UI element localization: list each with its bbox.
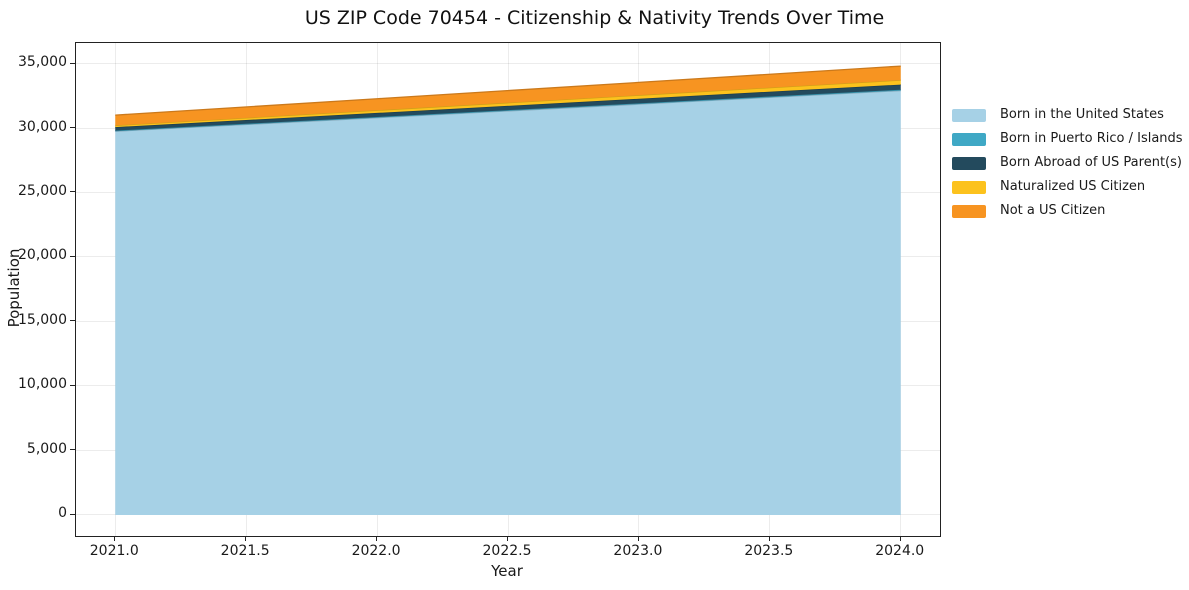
x-tick-label: 2024.0 (875, 543, 925, 559)
y-tick-label: 10,000 (18, 376, 67, 393)
gridline-horizontal (76, 63, 940, 64)
legend: Born in the United States Born in Puerto … (952, 103, 1183, 223)
y-tick-mark (70, 127, 75, 128)
y-tick-mark (70, 449, 75, 451)
chart-title: US ZIP Code 70454 - Citizenship & Nativi… (304, 7, 885, 29)
y-tick-mark (70, 513, 75, 515)
y-tick-label: 5,000 (26, 440, 67, 457)
gridline-vertical (114, 43, 116, 536)
legend-swatch (952, 156, 986, 170)
area-series-edge (115, 65, 901, 116)
legend-label: Born Abroad of US Parent(s) (1000, 155, 1182, 170)
y-tick-label: 20,000 (18, 247, 67, 264)
x-axis-label: Year (491, 562, 523, 580)
x-tick-label: 2022.5 (482, 543, 532, 559)
legend-label: Naturalized US Citizen (1000, 179, 1146, 194)
x-tick-mark (245, 536, 247, 541)
x-tick-mark (507, 536, 508, 541)
stacked-area-canvas (115, 65, 901, 515)
plot-area (75, 42, 941, 537)
area-series-born-abroad-of-us-parent-s- (115, 84, 901, 131)
y-tick-mark (70, 384, 75, 386)
x-tick-mark (768, 536, 770, 541)
legend-swatch (952, 132, 986, 146)
legend-label: Born in Puerto Rico / Islands (1000, 131, 1183, 146)
x-tick-label: 2022.0 (351, 543, 401, 559)
legend-item: Born Abroad of US Parent(s) (952, 151, 1183, 175)
y-tick-label: 0 (58, 505, 67, 522)
legend-item: Born in Puerto Rico / Islands (952, 127, 1183, 151)
x-tick-label: 2021.5 (220, 543, 270, 559)
legend-item: Naturalized US Citizen (952, 175, 1183, 199)
area-series-not-a-us-citizen (115, 66, 901, 126)
y-tick-label: 15,000 (18, 311, 67, 328)
legend-item: Not a US Citizen (952, 199, 1183, 223)
x-tick-label: 2023.0 (613, 543, 663, 559)
x-tick-label: 2021.0 (89, 543, 139, 559)
legend-swatch (952, 180, 986, 194)
x-tick-mark (637, 536, 639, 541)
legend-label: Not a US Citizen (1000, 203, 1106, 218)
y-tick-mark (70, 191, 75, 193)
area-series-born-in-the-united-states (115, 90, 901, 515)
y-axis-label: Population (5, 248, 23, 328)
legend-item: Born in the United States (952, 103, 1183, 127)
y-tick-label: 25,000 (18, 182, 67, 199)
y-tick-mark (70, 62, 75, 64)
y-tick-mark (70, 255, 75, 257)
legend-swatch (952, 204, 986, 218)
y-tick-label: 30,000 (18, 118, 67, 135)
x-tick-label: 2023.5 (744, 543, 794, 559)
legend-label: Born in the United States (1000, 107, 1164, 122)
y-tick-label: 35,000 (18, 54, 67, 70)
x-tick-mark (114, 536, 116, 541)
legend-swatch (952, 108, 986, 122)
x-tick-mark (899, 536, 901, 541)
y-tick-mark (70, 320, 75, 322)
x-tick-mark (376, 536, 378, 541)
